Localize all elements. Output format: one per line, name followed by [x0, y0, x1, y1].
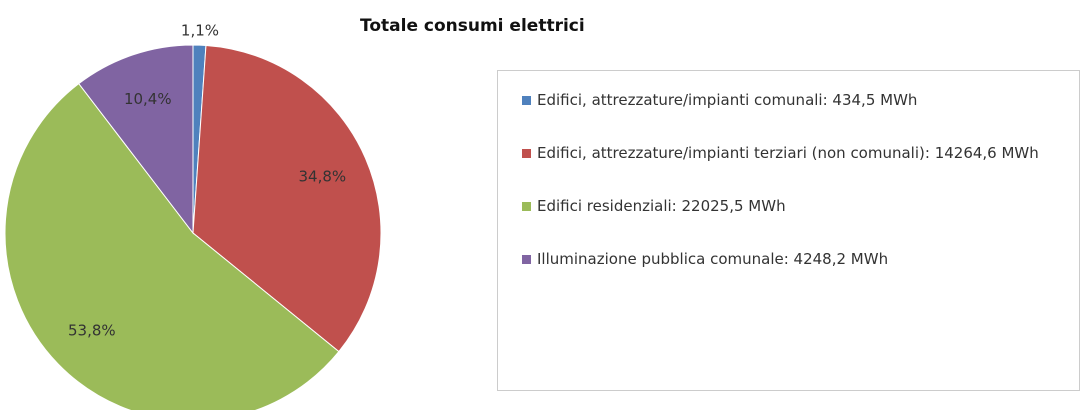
data-label: 1,1% [181, 22, 219, 40]
data-label: 53,8% [68, 322, 116, 340]
legend-label: Illuminazione pubblica comunale: 4248,2 … [537, 250, 889, 268]
legend-entry: Edifici residenziali: 22025,5 MWh [522, 195, 1069, 218]
legend-swatch [522, 255, 531, 264]
legend-entry: Edifici, attrezzature/impianti comunali:… [522, 89, 1069, 112]
legend-label: Edifici residenziali: 22025,5 MWh [537, 197, 786, 215]
data-label: 34,8% [299, 167, 347, 185]
chart-title: Totale consumi elettrici [360, 16, 585, 36]
legend: Edifici, attrezzature/impianti comunali:… [497, 70, 1080, 391]
legend-entry: Illuminazione pubblica comunale: 4248,2 … [522, 248, 1069, 271]
pie-slice [192, 44, 382, 353]
pie-slice [78, 44, 194, 235]
pie-slice [4, 82, 340, 410]
legend-label: Edifici, attrezzature/impianti terziari … [537, 144, 1039, 162]
legend-entry: Edifici, attrezzature/impianti terziari … [522, 142, 1069, 165]
legend-label: Edifici, attrezzature/impianti comunali:… [537, 91, 918, 109]
legend-swatch [522, 202, 531, 211]
legend-swatch [522, 96, 531, 105]
data-label: 10,4% [124, 90, 172, 108]
legend-swatch [522, 149, 531, 158]
